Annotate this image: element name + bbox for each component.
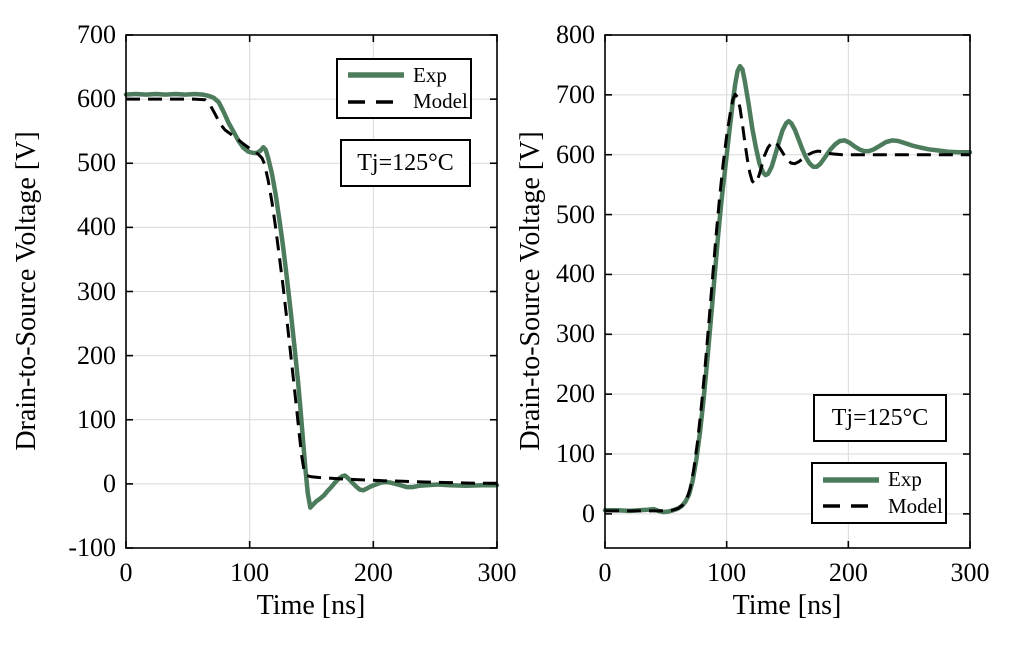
x-tick-label: 100	[707, 558, 747, 587]
y-tick-label: -100	[68, 533, 116, 562]
model-line-sample	[823, 504, 879, 509]
y-tick-label: 200	[556, 379, 595, 409]
exp-line-sample	[823, 476, 879, 483]
y-tick-label: 600	[77, 84, 116, 114]
y-tick-label: 100	[77, 404, 116, 434]
tick-marks	[125, 34, 498, 549]
exp-line-sample	[348, 72, 404, 79]
y-tick-label: 500	[77, 148, 116, 178]
y-tick-label: 0	[582, 498, 595, 528]
model-line-sample	[348, 99, 404, 104]
left-legend: Exp Model	[336, 58, 472, 119]
left-y-axis-label: Drain-to-Source Voltage [V]	[11, 131, 42, 451]
legend-label-model: Model	[413, 89, 468, 114]
exp-curve	[123, 91, 500, 510]
y-tick-label: 0	[103, 468, 116, 498]
tick-marks	[604, 34, 971, 548]
right-legend: Exp Model	[811, 462, 947, 524]
left-temperature-annotation: Tj=125°C	[340, 139, 471, 187]
model-curve	[605, 92, 970, 513]
y-tick-label: 100	[556, 439, 595, 469]
y-tick-label: 400	[77, 212, 116, 242]
left-chart	[123, 34, 500, 549]
y-tick-label: 400	[556, 259, 595, 289]
right-x-axis-label: Time [ns]	[732, 590, 842, 621]
exp-curve	[602, 63, 973, 515]
y-tick-label: 600	[556, 139, 595, 169]
axes-box	[604, 34, 971, 549]
legend-item-exp: Exp	[822, 467, 945, 493]
left-x-axis-label: Time [ns]	[256, 590, 366, 621]
y-tick-label: 700	[556, 79, 595, 109]
model-curve	[126, 97, 497, 485]
legend-label-exp: Exp	[413, 62, 447, 87]
y-tick-label: 300	[77, 276, 116, 306]
x-tick-label: 300	[477, 558, 517, 587]
x-tick-label: 200	[353, 558, 393, 587]
legend-item-model: Model	[347, 89, 470, 115]
right-y-axis-label: Drain-to-Source Voltage [V]	[515, 131, 546, 451]
legend-label-exp: Exp	[888, 467, 922, 492]
y-tick-label: 300	[556, 319, 595, 349]
x-tick-label: 0	[119, 558, 133, 587]
gridlines	[126, 35, 497, 548]
x-tick-label: 300	[950, 558, 990, 587]
x-tick-label: 100	[230, 558, 270, 587]
x-tick-label: 200	[828, 558, 868, 587]
legend-label-model: Model	[888, 493, 943, 518]
legend-item-exp: Exp	[347, 62, 470, 88]
y-tick-label: 200	[77, 340, 116, 370]
x-tick-label: 0	[598, 558, 612, 587]
y-tick-label: 500	[556, 199, 595, 229]
legend-item-model: Model	[822, 493, 945, 519]
y-tick-label: 700	[77, 20, 116, 49]
right-temperature-annotation: Tj=125°C	[813, 394, 947, 442]
y-tick-label: 800	[556, 20, 595, 49]
